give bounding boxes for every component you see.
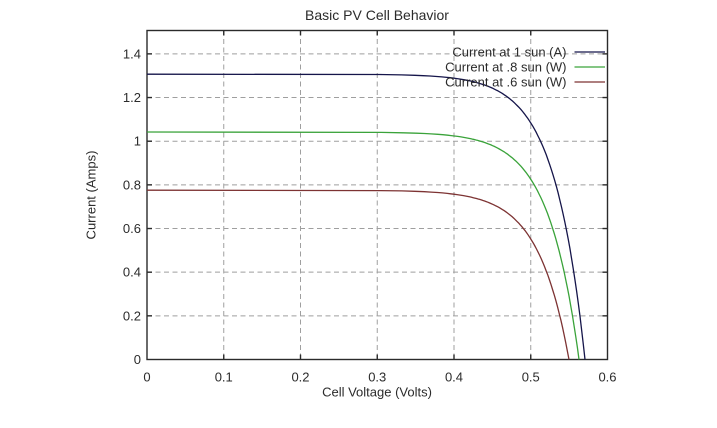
svg-text:0.2: 0.2: [123, 308, 141, 323]
svg-text:Current at .8 sun (W): Current at .8 sun (W): [445, 60, 566, 75]
svg-text:Current at .6 sun (W): Current at .6 sun (W): [445, 75, 566, 90]
svg-text:0: 0: [134, 352, 141, 367]
svg-text:0.1: 0.1: [215, 370, 233, 385]
svg-text:0.3: 0.3: [368, 370, 386, 385]
svg-text:0.8: 0.8: [123, 177, 141, 192]
svg-text:Basic PV Cell Behavior: Basic PV Cell Behavior: [305, 7, 449, 23]
svg-text:0.2: 0.2: [291, 370, 309, 385]
svg-text:0.5: 0.5: [522, 370, 540, 385]
svg-text:Current (Amps): Current (Amps): [84, 151, 99, 240]
svg-text:0.6: 0.6: [123, 221, 141, 236]
svg-text:0.4: 0.4: [123, 265, 141, 280]
svg-text:Current at 1 sun (A): Current at 1 sun (A): [452, 45, 566, 60]
svg-text:Cell Voltage (Volts): Cell Voltage (Volts): [322, 385, 432, 400]
svg-text:0: 0: [143, 370, 150, 385]
svg-text:0.6: 0.6: [598, 370, 616, 385]
svg-text:1.2: 1.2: [123, 90, 141, 105]
svg-text:1.4: 1.4: [123, 46, 141, 61]
svg-text:1: 1: [134, 134, 141, 149]
svg-text:0.4: 0.4: [445, 370, 463, 385]
